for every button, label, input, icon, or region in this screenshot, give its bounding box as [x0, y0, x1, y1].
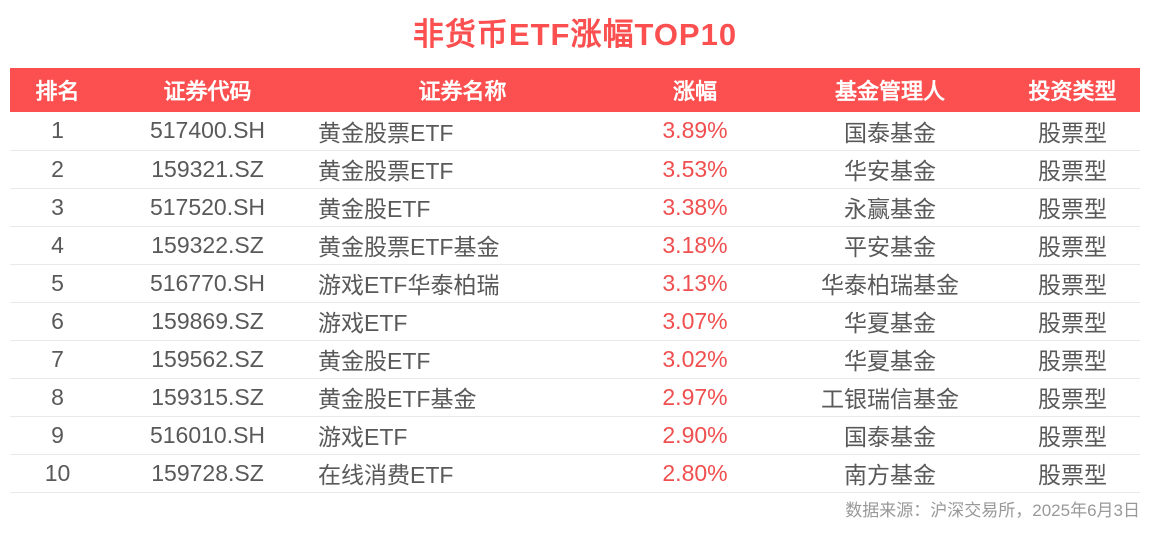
cell-rank: 1 [10, 112, 105, 151]
cell-type: 股票型 [1005, 188, 1140, 227]
cell-code: 159315.SZ [105, 378, 310, 417]
cell-type: 股票型 [1005, 150, 1140, 189]
cell-code: 159322.SZ [105, 226, 310, 265]
cell-name: 黄金股票ETF [310, 112, 615, 151]
cell-rank: 10 [10, 454, 105, 493]
cell-code: 159869.SZ [105, 302, 310, 341]
cell-rank: 3 [10, 188, 105, 227]
cell-name: 在线消费ETF [310, 454, 615, 493]
cell-code: 159562.SZ [105, 340, 310, 379]
cell-change: 3.18% [615, 226, 775, 265]
table-row: 2 159321.SZ 黄金股票ETF 3.53% 华安基金 股票型 [10, 150, 1140, 189]
table-header: 排名 证券代码 证券名称 涨幅 基金管理人 投资类型 [10, 68, 1140, 112]
cell-code: 517520.SH [105, 188, 310, 227]
cell-rank: 8 [10, 378, 105, 417]
table-row: 7 159562.SZ 黄金股ETF 3.02% 华夏基金 股票型 [10, 340, 1140, 379]
cell-change: 3.07% [615, 302, 775, 341]
table-body: 1 517400.SH 黄金股票ETF 3.89% 国泰基金 股票型 2 159321.SZ 黄… [10, 112, 1140, 493]
cell-name: 黄金股票ETF基金 [310, 226, 615, 265]
cell-type: 股票型 [1005, 378, 1140, 417]
cell-name: 黄金股ETF基金 [310, 378, 615, 417]
column-header-code: 证券代码 [105, 68, 310, 112]
cell-type: 股票型 [1005, 112, 1140, 151]
cell-rank: 2 [10, 150, 105, 189]
cell-type: 股票型 [1005, 302, 1140, 341]
column-header-name: 证券名称 [310, 68, 615, 112]
cell-change: 3.02% [615, 340, 775, 379]
table-row: 10 159728.SZ 在线消费ETF 2.80% 南方基金 股票型 [10, 454, 1140, 493]
cell-manager: 国泰基金 [775, 112, 1005, 151]
cell-name: 黄金股ETF [310, 340, 615, 379]
cell-change: 3.13% [615, 264, 775, 303]
cell-manager: 华夏基金 [775, 340, 1005, 379]
cell-manager: 华泰柏瑞基金 [775, 264, 1005, 303]
cell-rank: 7 [10, 340, 105, 379]
table-row: 3 517520.SH 黄金股ETF 3.38% 永赢基金 股票型 [10, 188, 1140, 227]
cell-code: 159321.SZ [105, 150, 310, 189]
cell-type: 股票型 [1005, 454, 1140, 493]
column-header-change: 涨幅 [615, 68, 775, 112]
cell-change: 3.89% [615, 112, 775, 151]
cell-type: 股票型 [1005, 226, 1140, 265]
page-title: 非货币ETF涨幅TOP10 [412, 17, 738, 52]
cell-code: 517400.SH [105, 112, 310, 151]
cell-rank: 6 [10, 302, 105, 341]
table-row: 5 516770.SH 游戏ETF华泰柏瑞 3.13% 华泰柏瑞基金 股票型 [10, 264, 1140, 303]
cell-change: 2.80% [615, 454, 775, 493]
table-row: 9 516010.SH 游戏ETF 2.90% 国泰基金 股票型 [10, 416, 1140, 455]
cell-type: 股票型 [1005, 340, 1140, 379]
cell-rank: 9 [10, 416, 105, 455]
cell-code: 516770.SH [105, 264, 310, 303]
cell-name: 游戏ETF [310, 416, 615, 455]
cell-change: 3.38% [615, 188, 775, 227]
cell-type: 股票型 [1005, 416, 1140, 455]
cell-name: 游戏ETF华泰柏瑞 [310, 264, 615, 303]
cell-manager: 永赢基金 [775, 188, 1005, 227]
table-header-row: 排名 证券代码 证券名称 涨幅 基金管理人 投资类型 [10, 68, 1140, 112]
cell-type: 股票型 [1005, 264, 1140, 303]
table-row: 6 159869.SZ 游戏ETF 3.07% 华夏基金 股票型 [10, 302, 1140, 341]
cell-rank: 5 [10, 264, 105, 303]
cell-rank: 4 [10, 226, 105, 265]
cell-manager: 华安基金 [775, 150, 1005, 189]
cell-name: 游戏ETF [310, 302, 615, 341]
cell-manager: 华夏基金 [775, 302, 1005, 341]
cell-name: 黄金股ETF [310, 188, 615, 227]
etf-top10-page: 非货币ETF涨幅TOP10 排名 证券代码 证券名称 涨幅 基金管理人 投资类型… [0, 16, 1150, 556]
cell-change: 3.53% [615, 150, 775, 189]
data-source-note: 数据来源：沪深交易所，2025年6月3日 [845, 500, 1140, 520]
cell-manager: 南方基金 [775, 454, 1005, 493]
column-header-rank: 排名 [10, 68, 105, 112]
cell-manager: 工银瑞信基金 [775, 378, 1005, 417]
cell-name: 黄金股票ETF [310, 150, 615, 189]
table-row: 8 159315.SZ 黄金股ETF基金 2.97% 工银瑞信基金 股票型 [10, 378, 1140, 417]
column-header-type: 投资类型 [1005, 68, 1140, 112]
etf-top10-table: 排名 证券代码 证券名称 涨幅 基金管理人 投资类型 1 517400.SH 黄金股… [10, 68, 1140, 493]
table-row: 4 159322.SZ 黄金股票ETF基金 3.18% 平安基金 股票型 [10, 226, 1140, 265]
column-header-manager: 基金管理人 [775, 68, 1005, 112]
table-row: 1 517400.SH 黄金股票ETF 3.89% 国泰基金 股票型 [10, 112, 1140, 151]
cell-manager: 国泰基金 [775, 416, 1005, 455]
cell-code: 159728.SZ [105, 454, 310, 493]
cell-manager: 平安基金 [775, 226, 1005, 265]
cell-code: 516010.SH [105, 416, 310, 455]
cell-change: 2.90% [615, 416, 775, 455]
cell-change: 2.97% [615, 378, 775, 417]
